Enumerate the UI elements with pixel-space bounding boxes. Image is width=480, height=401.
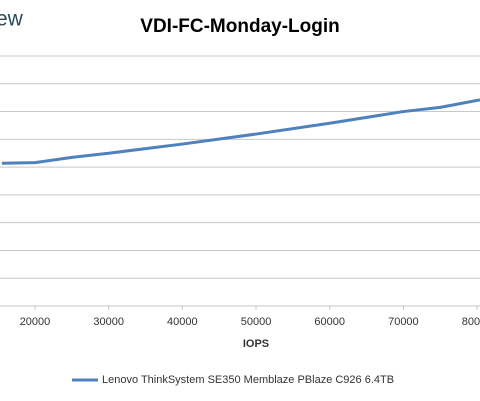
x-tick-label: 80000 [462, 316, 480, 328]
x-tick-label: 40000 [167, 316, 198, 328]
x-axis-label: IOPS [243, 338, 269, 350]
chart-title: VDI-FC-Monday-Login [140, 16, 339, 37]
x-tick-label: 70000 [388, 316, 419, 328]
x-tick-label: 20000 [20, 316, 51, 328]
x-tick-label: 50000 [241, 316, 272, 328]
logo: ew [0, 8, 24, 31]
x-tick-label: 30000 [93, 316, 124, 328]
x-tick-label: 60000 [314, 316, 345, 328]
series-line [1, 98, 480, 165]
legend-label: Lenovo ThinkSystem SE350 Memblaze PBlaze… [102, 374, 394, 386]
